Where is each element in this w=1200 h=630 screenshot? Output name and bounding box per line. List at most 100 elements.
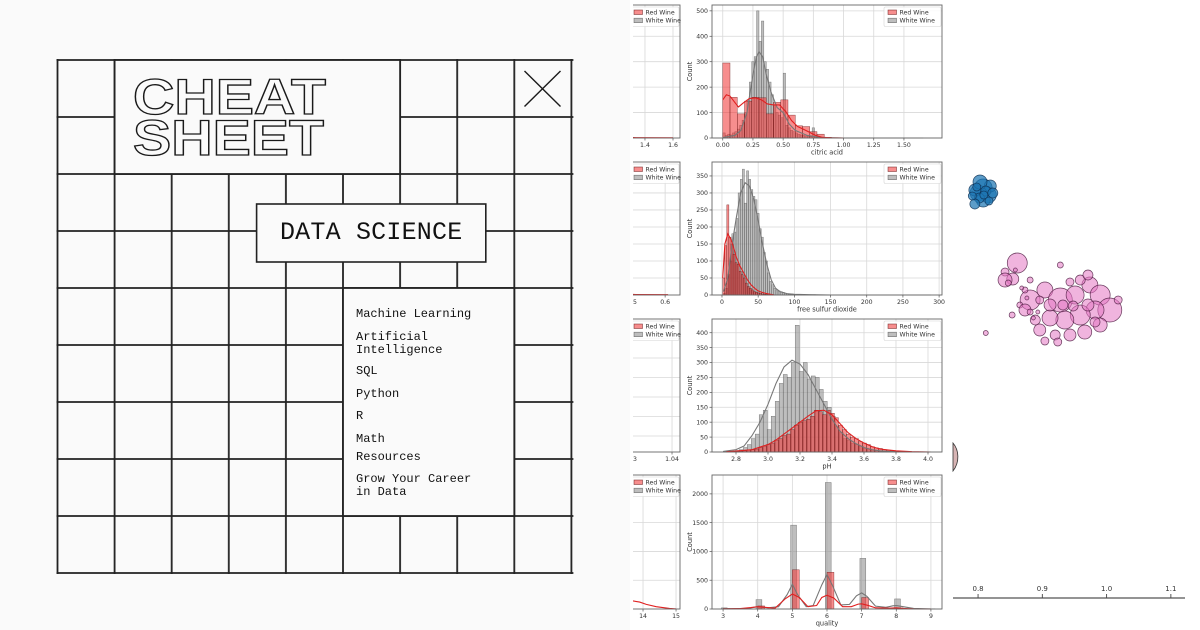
x-tick-label: 300 bbox=[933, 299, 945, 306]
legend-label: White Wine bbox=[900, 18, 936, 25]
y-tick-label: 200 bbox=[696, 84, 708, 91]
legend-swatch bbox=[633, 479, 643, 485]
x-tick-label: 1.4 bbox=[640, 142, 650, 149]
histogram-bar bbox=[752, 196, 756, 296]
histogram-bar bbox=[738, 270, 742, 296]
menu-item-sql[interactable]: SQL bbox=[356, 364, 378, 378]
citric-acid-histogram: 0.00 0.25 0.50 0.75 1.00 1.25 1.50 0 100 200 300 40… bbox=[686, 4, 943, 157]
histogram-bar bbox=[737, 113, 745, 139]
menu-item-r[interactable]: R bbox=[356, 409, 364, 423]
x-tick-label: 3.2 bbox=[795, 456, 805, 463]
x-tick-label: 1.04 bbox=[665, 456, 679, 463]
histogram-bar bbox=[810, 415, 815, 453]
histogram-bar bbox=[763, 252, 766, 296]
scatter-point bbox=[1055, 310, 1075, 330]
legend: Red Wine White Wine bbox=[633, 320, 681, 341]
charts-collage: 0.00 0.25 0.50 0.75 1.00 1.25 1.50010020030040… bbox=[630, 4, 1185, 628]
histogram-bar bbox=[722, 277, 725, 296]
histogram-bar bbox=[767, 272, 770, 296]
scatter-point bbox=[1030, 315, 1036, 321]
x-tick-label: 0.25 bbox=[746, 142, 760, 149]
y-tick-label: 150 bbox=[696, 404, 708, 411]
menu-box bbox=[342, 287, 516, 517]
x-tick-label: 1.0 bbox=[1101, 585, 1112, 593]
histogram-bar bbox=[751, 289, 754, 296]
legend-swatch bbox=[633, 174, 643, 180]
scatter-point bbox=[1012, 267, 1018, 273]
histogram-bar bbox=[846, 433, 851, 453]
y-tick-label: 100 bbox=[696, 110, 708, 117]
y-axis-label: Count bbox=[686, 218, 694, 238]
x-tick-label: 100 bbox=[788, 299, 800, 306]
legend-swatch bbox=[887, 174, 897, 180]
histogram-bar bbox=[854, 438, 859, 453]
x-tick-label: 3.0 bbox=[763, 456, 773, 463]
x-tick-label: 1.50 bbox=[897, 142, 911, 149]
legend: Red Wine White Wine bbox=[883, 6, 942, 27]
x-tick-label: 0 bbox=[720, 299, 724, 306]
histogram-bar bbox=[750, 189, 754, 296]
kde-line bbox=[723, 573, 931, 610]
x-tick-label: 8 bbox=[894, 613, 898, 620]
y-tick-label: 250 bbox=[696, 375, 708, 382]
legend-label: Red Wine bbox=[646, 166, 675, 173]
legend-label: Red Wine bbox=[900, 9, 929, 16]
x-tick-label: 0.5 bbox=[630, 299, 637, 306]
scatter-point bbox=[1113, 295, 1123, 305]
legend-swatch bbox=[633, 331, 643, 338]
histogram-bar bbox=[740, 274, 744, 296]
kde-line bbox=[723, 359, 897, 453]
scatter-point bbox=[987, 187, 999, 199]
histogram-bar bbox=[798, 421, 803, 453]
histogram-bar bbox=[758, 97, 767, 139]
histogram-bar bbox=[790, 429, 795, 453]
kde-line bbox=[722, 94, 844, 139]
legend-label: White Wine bbox=[900, 175, 936, 182]
scatter-point bbox=[967, 191, 977, 201]
legend-label: Red Wine bbox=[900, 323, 929, 330]
x-axis-label: quality bbox=[816, 620, 839, 628]
x-tick-label: 0.50 bbox=[776, 142, 790, 149]
menu-item-math[interactable]: Math bbox=[356, 431, 385, 446]
legend: Red Wine White Wine bbox=[883, 163, 942, 184]
histogram-bar bbox=[770, 442, 775, 453]
y-tick-label: 2000 bbox=[692, 491, 708, 498]
y-tick-label: 400 bbox=[696, 330, 708, 337]
menu-item-resources[interactable]: Resources bbox=[356, 449, 421, 464]
x-tick-label: 0.6 bbox=[660, 299, 670, 306]
y-tick-label: 0 bbox=[704, 135, 708, 142]
menu-item-machine-learning[interactable]: Machine Learning bbox=[356, 307, 472, 321]
legend-swatch bbox=[633, 166, 643, 172]
histogram-bar bbox=[747, 286, 750, 296]
scatter-point bbox=[1019, 285, 1025, 291]
scatter-point bbox=[1043, 298, 1057, 312]
histogram-bar bbox=[861, 597, 869, 610]
scatter-point bbox=[1026, 308, 1034, 316]
histogram-bar bbox=[734, 262, 738, 296]
quality-histogram: 3 4 5 6 7 8 9 0 500 1000 1500 2000 quality Count Red W… bbox=[686, 474, 943, 628]
menu-item-artificial-intelligence[interactable]: Artificial Intelligence bbox=[356, 329, 443, 357]
histogram-bar bbox=[822, 414, 827, 453]
menu-item-grow-your-career[interactable]: Grow Your Career in Data bbox=[356, 471, 472, 499]
histogram-bar bbox=[826, 572, 835, 610]
x-axis-label: citric acid bbox=[811, 149, 843, 157]
x-axis-label: free sulfur dioxide bbox=[797, 306, 857, 314]
y-tick-label: 400 bbox=[696, 33, 708, 40]
close-button[interactable] bbox=[520, 67, 565, 111]
scatter-point bbox=[1056, 261, 1064, 269]
x-tick-label: 3.4 bbox=[827, 456, 837, 463]
legend-swatch bbox=[887, 17, 897, 24]
histogram-bar bbox=[792, 569, 800, 610]
axes-frame bbox=[633, 4, 681, 139]
legend-label: White Wine bbox=[646, 488, 682, 495]
scatter-point bbox=[1089, 316, 1101, 328]
partial-3-histogram: 1.03 1.04 Red Wine White Wine bbox=[633, 318, 681, 463]
legend: Red Wine White Wine bbox=[633, 476, 682, 497]
axes-frame bbox=[633, 161, 681, 296]
scatter-point bbox=[1077, 324, 1093, 340]
y-tick-label: 0 bbox=[704, 292, 708, 299]
histogram-bar bbox=[766, 113, 774, 139]
scatter-point bbox=[1006, 252, 1028, 274]
scatter-point bbox=[1067, 300, 1079, 312]
menu-item-python[interactable]: Python bbox=[356, 386, 400, 401]
